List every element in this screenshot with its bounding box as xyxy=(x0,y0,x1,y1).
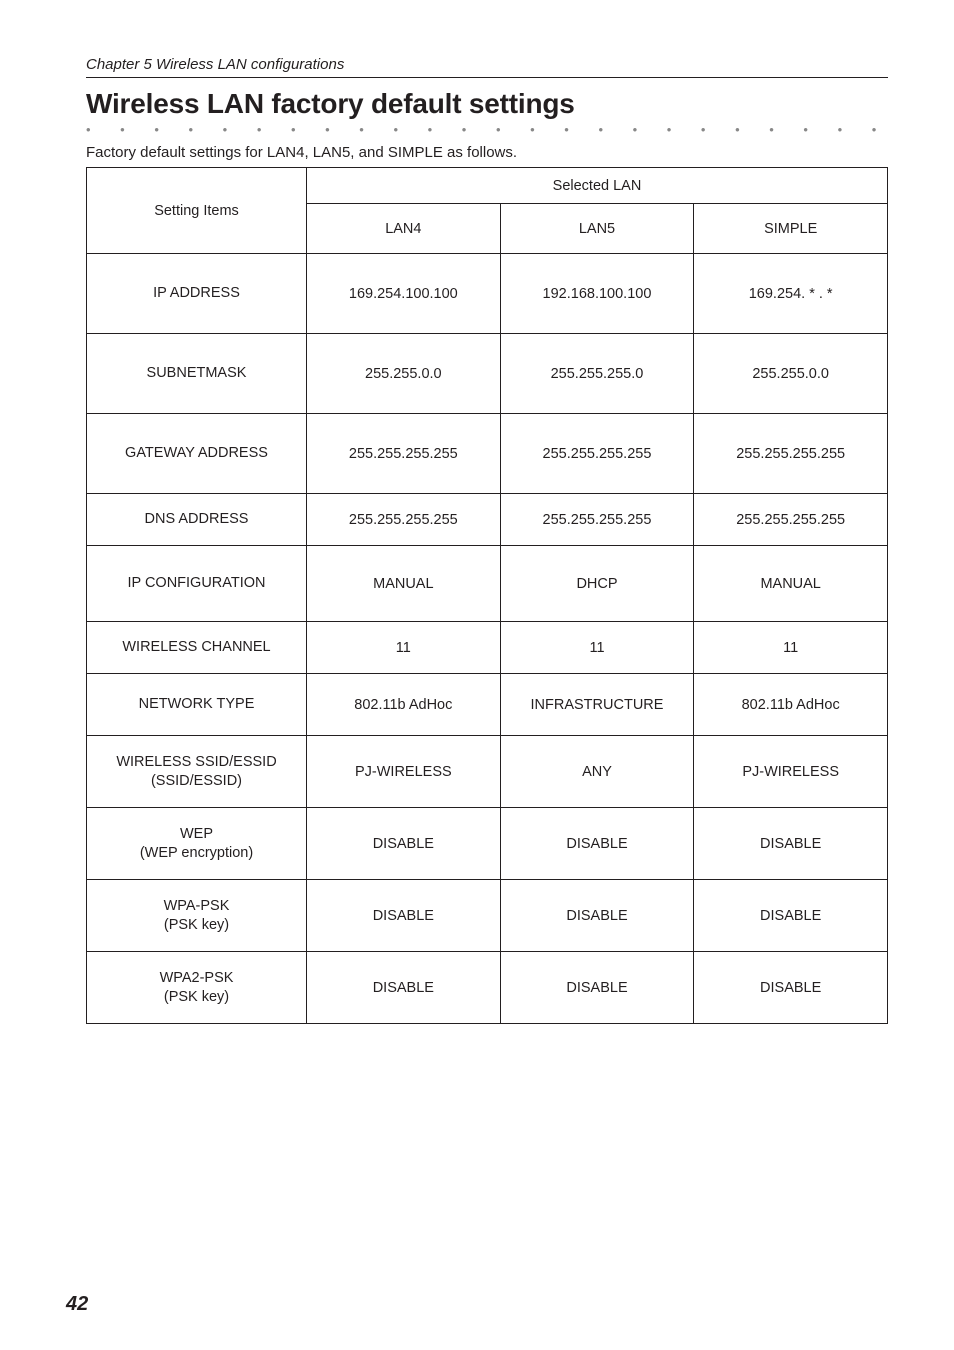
table-cell: PJ-WIRELESS xyxy=(307,736,501,808)
header-col-lan4: LAN4 xyxy=(307,204,501,254)
table-row-label: NETWORK TYPE xyxy=(87,674,307,736)
table-row-label: WIRELESS CHANNEL xyxy=(87,622,307,674)
page-number: 42 xyxy=(66,1293,88,1316)
table-cell: DISABLE xyxy=(694,808,888,880)
table-cell: 11 xyxy=(694,622,888,674)
table-row-label: WEP(WEP encryption) xyxy=(87,808,307,880)
table-cell: INFRASTRUCTURE xyxy=(500,674,694,736)
table-cell: 192.168.100.100 xyxy=(500,254,694,334)
table-cell: MANUAL xyxy=(307,546,501,622)
table-row-label: DNS ADDRESS xyxy=(87,494,307,546)
table-row-label: GATEWAY ADDRESS xyxy=(87,414,307,494)
table-cell: 255.255.255.0 xyxy=(500,334,694,414)
table-cell: DHCP xyxy=(500,546,694,622)
table-cell: ANY xyxy=(500,736,694,808)
table-cell: DISABLE xyxy=(307,880,501,952)
table-row-label: WPA-PSK(PSK key) xyxy=(87,880,307,952)
table-row-label: IP ADDRESS xyxy=(87,254,307,334)
table-cell: 255.255.255.255 xyxy=(500,494,694,546)
table-cell: DISABLE xyxy=(500,880,694,952)
decorative-dots: • • • • • • • • • • • • • • • • • • • • … xyxy=(86,122,888,136)
table-row-label: IP CONFIGURATION xyxy=(87,546,307,622)
table-cell: 255.255.255.255 xyxy=(694,494,888,546)
table-cell: 802.11b AdHoc xyxy=(307,674,501,736)
table-cell: 255.255.255.255 xyxy=(694,414,888,494)
table-cell: PJ-WIRELESS xyxy=(694,736,888,808)
table-cell: DISABLE xyxy=(694,952,888,1024)
table-row-label: WPA2-PSK(PSK key) xyxy=(87,952,307,1024)
table-cell: 11 xyxy=(307,622,501,674)
header-setting-items: Setting Items xyxy=(87,168,307,254)
table-cell: 255.255.255.255 xyxy=(500,414,694,494)
table-cell: 169.254.100.100 xyxy=(307,254,501,334)
header-selected-lan: Selected LAN xyxy=(307,168,888,204)
header-col-lan5: LAN5 xyxy=(500,204,694,254)
settings-table: Setting Items Selected LAN LAN4 LAN5 SIM… xyxy=(86,167,888,1024)
table-cell: MANUAL xyxy=(694,546,888,622)
table-cell: DISABLE xyxy=(500,952,694,1024)
table-cell: 255.255.255.255 xyxy=(307,414,501,494)
table-cell: 169.254. * . * xyxy=(694,254,888,334)
table-cell: DISABLE xyxy=(307,952,501,1024)
table-cell: 11 xyxy=(500,622,694,674)
table-cell: 255.255.255.255 xyxy=(307,494,501,546)
table-cell: DISABLE xyxy=(694,880,888,952)
table-cell: 802.11b AdHoc xyxy=(694,674,888,736)
table-cell: DISABLE xyxy=(307,808,501,880)
table-row-label: WIRELESS SSID/ESSID(SSID/ESSID) xyxy=(87,736,307,808)
header-col-simple: SIMPLE xyxy=(694,204,888,254)
page-title: Wireless LAN factory default settings xyxy=(86,88,888,120)
table-cell: DISABLE xyxy=(500,808,694,880)
table-cell: 255.255.0.0 xyxy=(694,334,888,414)
table-row-label: SUBNETMASK xyxy=(87,334,307,414)
chapter-heading: Chapter 5 Wireless LAN configurations xyxy=(86,56,888,78)
table-cell: 255.255.0.0 xyxy=(307,334,501,414)
intro-text: Factory default settings for LAN4, LAN5,… xyxy=(86,144,888,161)
